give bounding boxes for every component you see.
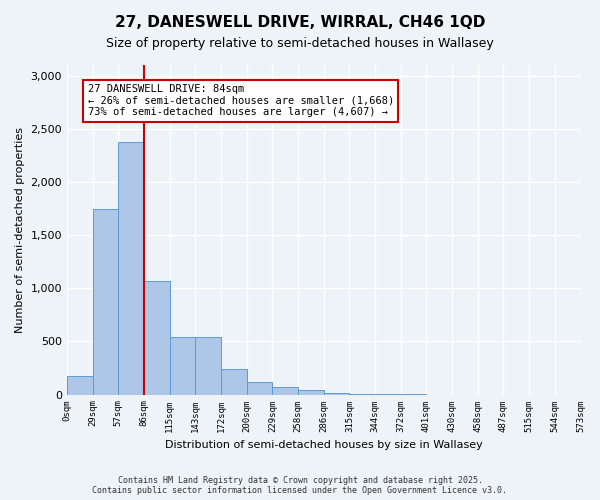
Bar	[247, 382, 272, 394]
Text: 27, DANESWELL DRIVE, WIRRAL, CH46 1QD: 27, DANESWELL DRIVE, WIRRAL, CH46 1QD	[115, 15, 485, 30]
Bar	[272, 387, 298, 394]
X-axis label: Distribution of semi-detached houses by size in Wallasey: Distribution of semi-detached houses by …	[165, 440, 482, 450]
Bar	[93, 208, 118, 394]
Bar	[298, 390, 324, 394]
Text: 27 DANESWELL DRIVE: 84sqm
← 26% of semi-detached houses are smaller (1,668)
73% : 27 DANESWELL DRIVE: 84sqm ← 26% of semi-…	[88, 84, 394, 117]
Bar	[221, 369, 247, 394]
Bar	[324, 393, 349, 394]
Bar	[67, 376, 93, 394]
Bar	[118, 142, 144, 394]
Bar	[170, 336, 196, 394]
Bar	[196, 336, 221, 394]
Text: Size of property relative to semi-detached houses in Wallasey: Size of property relative to semi-detach…	[106, 38, 494, 51]
Text: Contains HM Land Registry data © Crown copyright and database right 2025.
Contai: Contains HM Land Registry data © Crown c…	[92, 476, 508, 495]
Y-axis label: Number of semi-detached properties: Number of semi-detached properties	[15, 127, 25, 333]
Bar	[144, 281, 170, 394]
